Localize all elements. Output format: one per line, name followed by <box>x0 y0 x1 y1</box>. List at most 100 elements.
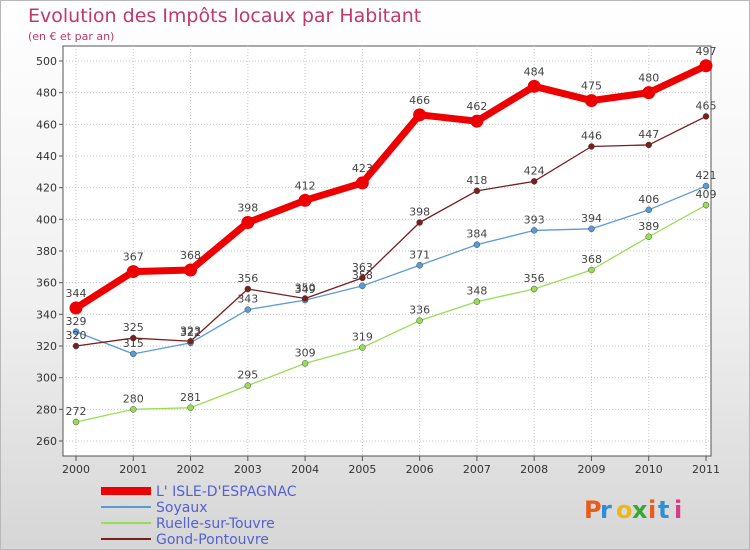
y-tick-label: 400 <box>36 213 57 226</box>
x-tick-label: 2002 <box>177 463 205 476</box>
data-point <box>702 182 710 190</box>
data-point <box>359 274 366 282</box>
data-point <box>130 350 137 358</box>
y-tick-label: 480 <box>36 87 57 100</box>
data-point <box>72 328 80 335</box>
x-tick-label: 2007 <box>463 463 491 476</box>
brand-logo-letter: r <box>600 496 612 524</box>
data-label: 475 <box>581 80 602 93</box>
data-label: 406 <box>638 193 659 206</box>
data-point <box>588 143 595 150</box>
data-point <box>359 282 366 290</box>
data-point <box>642 86 656 100</box>
y-tick-label: 440 <box>36 150 57 163</box>
brand-logo-letter: P <box>584 496 602 524</box>
x-tick-label: 2005 <box>348 463 376 476</box>
data-label: 356 <box>237 272 258 285</box>
chart-subtitle: (en € et par an) <box>28 30 115 43</box>
data-label: 309 <box>295 346 316 359</box>
data-point <box>126 265 140 279</box>
data-point <box>473 187 481 195</box>
data-label: 394 <box>581 212 602 225</box>
x-tick-label: 2011 <box>692 463 720 476</box>
data-point <box>298 193 312 207</box>
data-point <box>130 406 137 413</box>
series-line <box>75 185 707 355</box>
data-point <box>470 114 484 128</box>
data-point <box>184 263 198 277</box>
series-line <box>75 115 707 347</box>
data-point <box>645 141 652 149</box>
data-label: 384 <box>466 228 487 241</box>
data-label: 349 <box>295 283 316 296</box>
legend-label: Gond-Pontouvre <box>156 532 269 548</box>
data-label: 367 <box>123 251 144 264</box>
y-tick-label: 280 <box>36 403 57 416</box>
data-point <box>702 113 710 120</box>
data-label: 336 <box>409 304 430 317</box>
data-point <box>130 334 137 342</box>
y-tick-label: 380 <box>36 245 57 258</box>
data-point <box>244 382 252 389</box>
data-label: 465 <box>696 99 717 112</box>
data-point <box>416 219 423 226</box>
x-tick-label: 2009 <box>577 463 605 476</box>
y-tick-label: 300 <box>36 372 57 385</box>
data-label: 421 <box>696 169 717 182</box>
series-line <box>75 204 707 423</box>
data-label: 343 <box>237 293 258 306</box>
data-label: 409 <box>696 188 717 201</box>
y-tick-label: 260 <box>36 435 57 448</box>
data-label: 480 <box>638 72 659 85</box>
data-label: 398 <box>409 206 430 219</box>
data-point <box>530 285 538 293</box>
data-label: 323 <box>180 324 201 337</box>
data-point <box>301 360 309 367</box>
data-point <box>416 317 423 324</box>
data-label: 320 <box>66 329 87 342</box>
legend-label: L' ISLE-D'ESPAGNAC <box>156 484 297 500</box>
brand-logo-letter: x <box>632 496 648 524</box>
data-point <box>187 404 194 411</box>
data-label: 315 <box>123 337 144 350</box>
data-point <box>416 262 423 269</box>
x-tick-label: 2001 <box>119 463 147 476</box>
data-point <box>699 59 713 73</box>
data-label: 319 <box>352 331 373 344</box>
y-tick-label: 320 <box>36 340 57 353</box>
data-point <box>588 225 595 233</box>
brand-logo-letter: i <box>648 496 656 524</box>
legend-label: Ruelle-sur-Touvre <box>156 516 275 532</box>
data-label: 368 <box>180 249 201 262</box>
x-tick-label: 2004 <box>291 463 319 476</box>
brand-logo-letter: i <box>674 496 682 524</box>
data-point <box>241 216 255 229</box>
data-label: 368 <box>581 253 602 266</box>
data-label: 447 <box>638 128 659 141</box>
data-label: 497 <box>696 45 717 58</box>
y-tick-label: 340 <box>36 308 57 321</box>
data-label: 280 <box>123 392 144 405</box>
data-label: 350 <box>295 282 316 295</box>
data-point <box>355 176 369 190</box>
data-point <box>359 344 366 351</box>
data-label: 371 <box>409 248 430 261</box>
data-point <box>584 94 598 108</box>
data-point <box>413 108 427 122</box>
brand-logo-letter: o <box>616 496 633 524</box>
x-tick-label: 2008 <box>520 463 548 476</box>
data-point <box>530 227 538 234</box>
y-tick-label: 460 <box>36 118 57 131</box>
data-label: 424 <box>524 164 545 177</box>
data-point <box>244 285 252 293</box>
data-label: 466 <box>409 94 430 107</box>
data-label: 325 <box>123 321 144 334</box>
data-label: 272 <box>66 405 87 418</box>
data-label: 418 <box>466 174 487 187</box>
x-tick-label: 2006 <box>406 463 434 476</box>
series-line <box>74 62 708 311</box>
data-point <box>69 301 83 315</box>
x-tick-label: 2003 <box>234 463 262 476</box>
y-tick-label: 360 <box>36 277 57 290</box>
